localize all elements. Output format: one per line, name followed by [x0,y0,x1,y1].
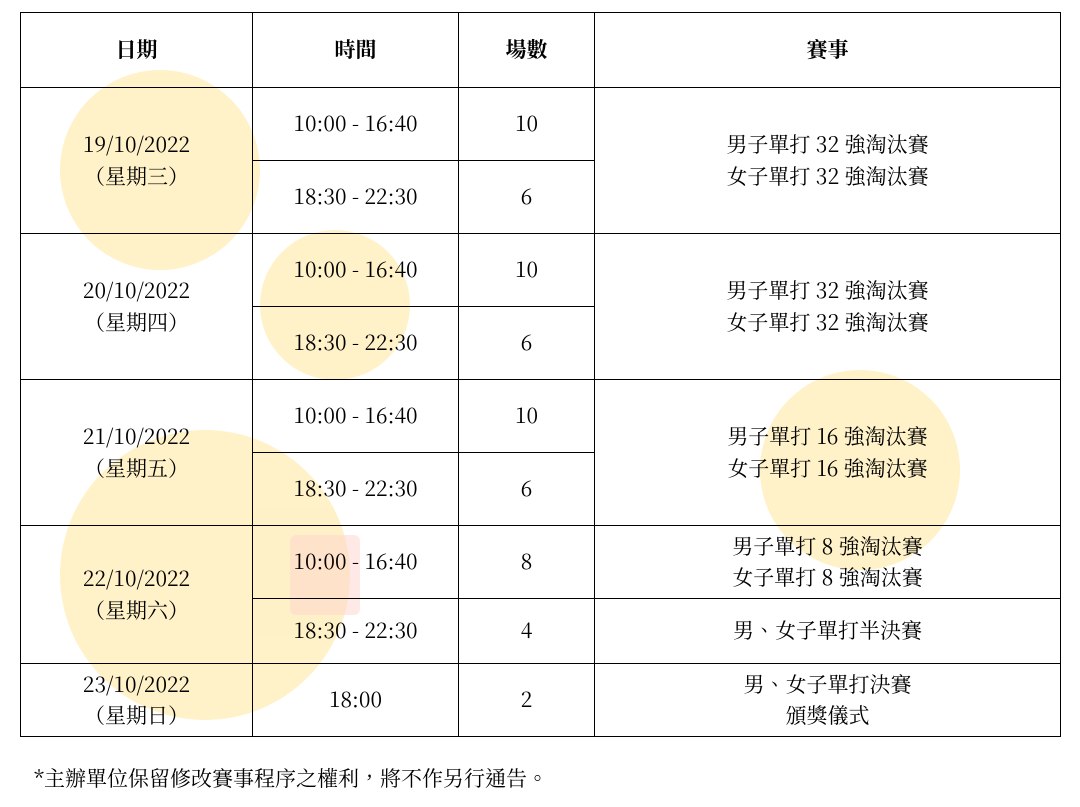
date-value: 20/10/2022 [27,275,246,307]
schedule-table: 日期 時間 場數 賽事 19/10/2022 （星期三） 10:00 - 16:… [20,12,1061,737]
cell-event: 男子單打 16 強淘汰賽 女子單打 16 強淘汰賽 [595,380,1061,526]
cell-count: 2 [459,664,595,737]
cell-event: 男子單打 8 強淘汰賽 女子單打 8 強淘汰賽 [595,526,1061,599]
cell-date: 22/10/2022 （星期六） [21,526,253,664]
cell-count: 8 [459,526,595,599]
date-value: 23/10/2022 [27,669,246,701]
event-line: 男子單打 8 強淘汰賽 [601,531,1054,563]
cell-count: 10 [459,380,595,453]
cell-time: 10:00 - 16:40 [253,234,459,307]
cell-time: 10:00 - 16:40 [253,88,459,161]
event-line: 男、女子單打決賽 [601,669,1054,701]
table-row: 19/10/2022 （星期三） 10:00 - 16:40 10 男子單打 3… [21,88,1061,161]
cell-event: 男子單打 32 強淘汰賽 女子單打 32 強淘汰賽 [595,234,1061,380]
cell-time: 18:30 - 22:30 [253,307,459,380]
cell-date: 20/10/2022 （星期四） [21,234,253,380]
event-line: 女子單打 32 強淘汰賽 [601,161,1054,193]
col-event: 賽事 [595,13,1061,88]
cell-time: 18:00 [253,664,459,737]
cell-time: 18:30 - 22:30 [253,599,459,664]
cell-date: 21/10/2022 （星期五） [21,380,253,526]
cell-date: 19/10/2022 （星期三） [21,88,253,234]
cell-count: 4 [459,599,595,664]
col-date: 日期 [21,13,253,88]
cell-time: 18:30 - 22:30 [253,161,459,234]
cell-count: 10 [459,88,595,161]
weekday-value: （星期三） [27,161,246,193]
col-count: 場數 [459,13,595,88]
cell-count: 6 [459,453,595,526]
event-line: 女子單打 32 強淘汰賽 [601,307,1054,339]
table-row: 21/10/2022 （星期五） 10:00 - 16:40 10 男子單打 1… [21,380,1061,453]
event-line: 男子單打 32 強淘汰賽 [601,275,1054,307]
weekday-value: （星期日） [27,700,246,732]
date-value: 21/10/2022 [27,421,246,453]
cell-count: 10 [459,234,595,307]
table-row: 22/10/2022 （星期六） 10:00 - 16:40 8 男子單打 8 … [21,526,1061,599]
cell-count: 6 [459,161,595,234]
cell-event: 男子單打 32 強淘汰賽 女子單打 32 強淘汰賽 [595,88,1061,234]
cell-count: 6 [459,307,595,380]
date-value: 19/10/2022 [27,129,246,161]
cell-time: 10:00 - 16:40 [253,526,459,599]
event-line: 女子單打 8 強淘汰賽 [601,562,1054,594]
footnote: *主辦單位保留修改賽事程序之權利，將不作另行通告。 [34,763,1060,793]
event-line: 女子單打 16 強淘汰賽 [601,453,1054,485]
cell-event: 男、女子單打半決賽 [595,599,1061,664]
table-row: 20/10/2022 （星期四） 10:00 - 16:40 10 男子單打 3… [21,234,1061,307]
weekday-value: （星期六） [27,595,246,627]
date-value: 22/10/2022 [27,563,246,595]
event-line: 男子單打 32 強淘汰賽 [601,129,1054,161]
weekday-value: （星期四） [27,307,246,339]
table-header-row: 日期 時間 場數 賽事 [21,13,1061,88]
event-line: 男子單打 16 強淘汰賽 [601,421,1054,453]
cell-event: 男、女子單打決賽 頒獎儀式 [595,664,1061,737]
cell-time: 18:30 - 22:30 [253,453,459,526]
table-row: 23/10/2022 （星期日） 18:00 2 男、女子單打決賽 頒獎儀式 [21,664,1061,737]
col-time: 時間 [253,13,459,88]
weekday-value: （星期五） [27,453,246,485]
event-line: 頒獎儀式 [601,700,1054,732]
cell-time: 10:00 - 16:40 [253,380,459,453]
event-line: 男、女子單打半決賽 [601,615,1054,647]
cell-date: 23/10/2022 （星期日） [21,664,253,737]
